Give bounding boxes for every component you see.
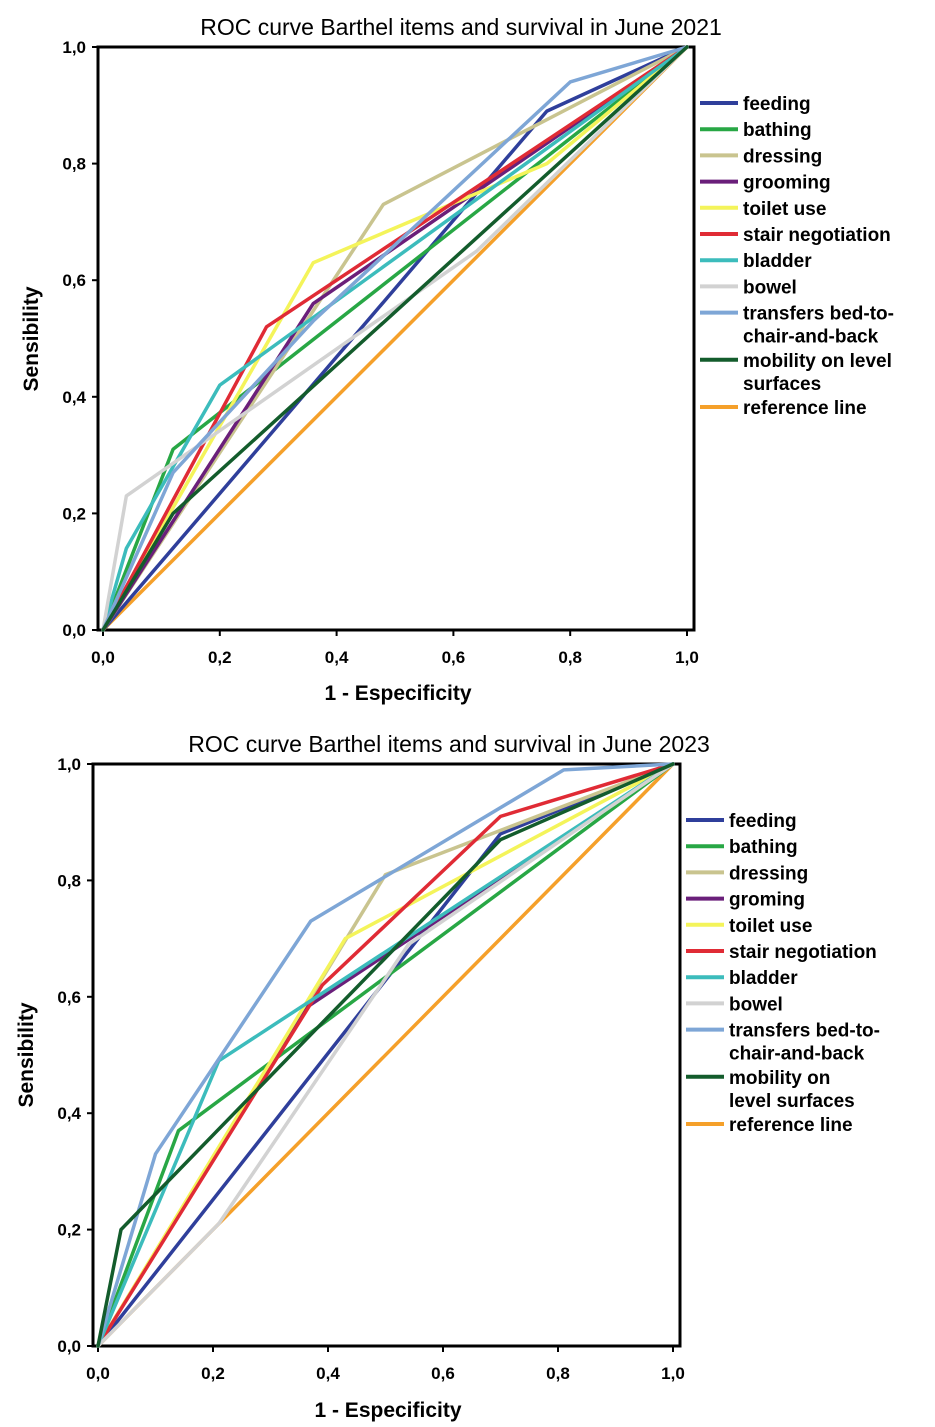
series-line-dressing: [101, 45, 689, 632]
series-line-bowel: [101, 45, 689, 632]
series-line-bladder: [101, 45, 689, 632]
legend-label: bladder: [743, 251, 812, 272]
x-tick-label: 1,0: [675, 648, 699, 667]
legend-label: dressing: [729, 863, 808, 884]
roc-chart-2023: ROC curve Barthel items and survival in …: [0, 713, 935, 1427]
series-line-stair-negotiation: [96, 762, 675, 1348]
x-tick-label: 0,8: [558, 648, 582, 667]
y-tick-label: 0,0: [62, 621, 86, 640]
series-line-bathing: [101, 45, 689, 632]
x-tick-label: 0,6: [431, 1364, 455, 1383]
legend-label: toilet use: [743, 199, 826, 220]
legend-label: mobility on level: [743, 351, 892, 372]
x-tick-label: 0,0: [91, 648, 115, 667]
roc-chart-2021-svg: ROC curve Barthel items and survival in …: [20, 14, 894, 705]
y-axis-label: Sensibility: [15, 1002, 38, 1107]
legend-label: feeding: [729, 811, 797, 832]
legend-label: groming: [729, 890, 805, 911]
x-tick-label: 0,2: [208, 648, 232, 667]
y-tick-label: 0,0: [57, 1337, 81, 1356]
y-axis-label: Sensibility: [20, 286, 43, 391]
series-line-bowel: [96, 762, 675, 1348]
y-tick-label: 0,2: [62, 504, 86, 523]
y-tick-label: 1,0: [62, 38, 86, 57]
x-tick-label: 0,6: [442, 648, 466, 667]
series-line-feeding: [101, 45, 689, 632]
legend-label: chair-and-back: [729, 1044, 865, 1065]
series-line-grooming: [101, 45, 689, 632]
x-tick-label: 1,0: [661, 1364, 685, 1383]
legend-label: bladder: [729, 968, 798, 989]
x-tick-label: 0,4: [325, 648, 349, 667]
series-line-mobility-on-level-surfaces: [96, 762, 675, 1348]
x-axis-label: 1 - Especificity: [314, 1399, 461, 1422]
x-axis-label: 1 - Especificity: [324, 682, 471, 705]
legend-label: bathing: [729, 837, 798, 858]
y-tick-label: 0,4: [57, 1104, 81, 1123]
roc-chart-2021: ROC curve Barthel items and survival in …: [0, 0, 935, 713]
legend-label: transfers bed-to-: [743, 304, 894, 325]
legend-label: toilet use: [729, 916, 812, 937]
y-tick-label: 0,6: [57, 988, 81, 1007]
chart-title: ROC curve Barthel items and survival in …: [188, 731, 710, 757]
legend-label: bowel: [743, 277, 797, 298]
x-tick-label: 0,8: [546, 1364, 570, 1383]
y-tick-label: 0,6: [62, 271, 86, 290]
legend-label: reference line: [729, 1115, 853, 1136]
series-line-stair-negotiation: [101, 45, 689, 632]
y-tick-label: 0,8: [62, 155, 86, 174]
legend-label: transfers bed-to-: [729, 1021, 880, 1042]
y-tick-label: 0,2: [57, 1221, 81, 1240]
legend-label: stair negotiation: [743, 225, 891, 246]
y-tick-label: 1,0: [57, 755, 81, 774]
legend-label: reference line: [743, 398, 867, 419]
x-tick-label: 0,0: [86, 1364, 110, 1383]
x-tick-label: 0,2: [201, 1364, 225, 1383]
series-line-transfers-bed-to-chair-and-back: [101, 45, 689, 632]
legend-label: surfaces: [743, 374, 821, 395]
y-tick-label: 0,4: [62, 388, 86, 407]
legend-label: bathing: [743, 120, 812, 141]
series-line-mobility-on-level-surfaces: [101, 45, 689, 632]
y-tick-label: 0,8: [57, 871, 81, 890]
roc-chart-2023-svg: ROC curve Barthel items and survival in …: [15, 731, 880, 1422]
legend-label: stair negotiation: [729, 942, 877, 963]
x-tick-label: 0,4: [316, 1364, 340, 1383]
series-line-transfers-bed-to-chair-and-back: [96, 762, 675, 1348]
chart-title: ROC curve Barthel items and survival in …: [200, 14, 722, 40]
legend-label: dressing: [743, 146, 822, 167]
legend-label: mobility on: [729, 1068, 830, 1089]
series-line-bathing: [96, 762, 675, 1348]
legend-label: feeding: [743, 94, 811, 115]
legend-label: bowel: [729, 994, 783, 1015]
legend-label: grooming: [743, 173, 831, 194]
legend-label: chair-and-back: [743, 327, 879, 348]
legend-label: level surfaces: [729, 1091, 855, 1112]
series-line-reference-line: [101, 45, 689, 632]
